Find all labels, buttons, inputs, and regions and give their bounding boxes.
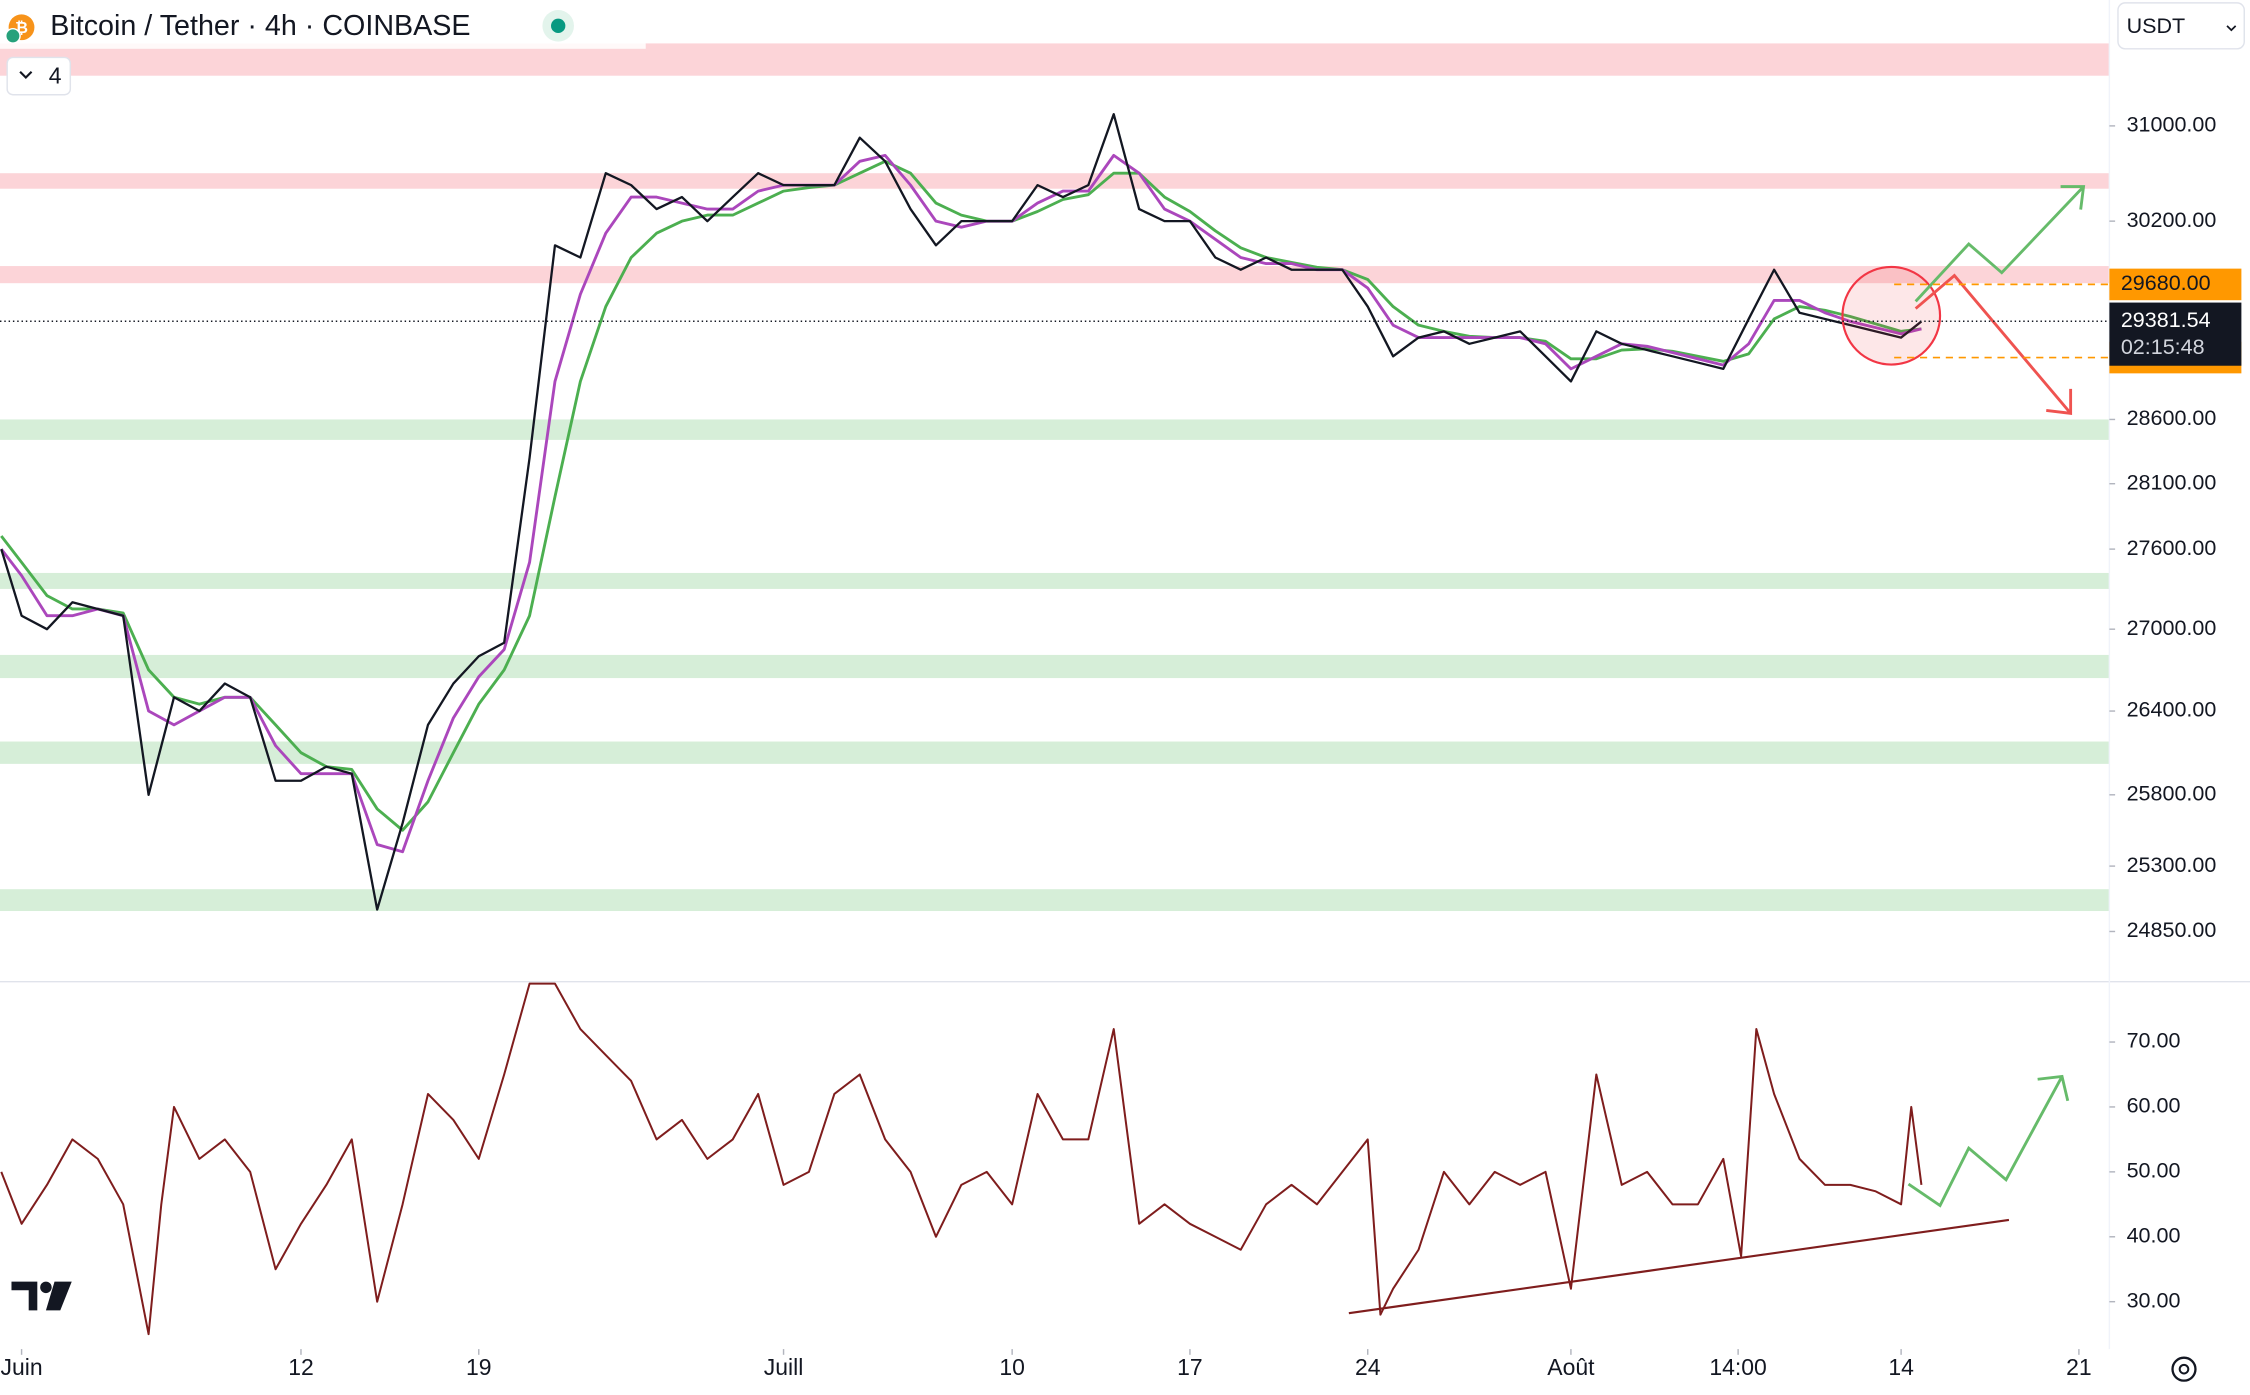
gear-center [2178,1363,2190,1375]
chevron [2226,25,2237,32]
countdown: 02:15:48 [2121,335,2205,359]
zone [0,889,2110,912]
y-tick-label: 30200.00 [2127,208,2217,232]
currency-select[interactable]: USDT [2117,2,2245,50]
plot [0,113,1923,1336]
series-line [0,982,1923,1336]
y-tick-label: 40.00 [2127,1223,2181,1247]
up-arrow [1914,185,2085,303]
down-arrow-head [2046,388,2073,415]
zone [0,266,2110,284]
y-tick-label: 27000.00 [2127,616,2217,640]
x-tick-label: Juin [1,1354,43,1380]
zones [0,43,2110,912]
header-bg [0,0,646,49]
price-label: 29680.00 [2121,271,2211,295]
gear[interactable] [2171,1356,2197,1382]
y-tick-label: 31000.00 [2127,113,2217,137]
highlight-circle [1841,265,1942,366]
settings[interactable] [2171,1356,2197,1382]
x-tick-label: 19 [466,1354,492,1380]
y-tick-label: 28600.00 [2127,406,2217,430]
currency-box[interactable] [2117,2,2245,50]
series-line [0,153,1922,854]
logo-part [40,1281,52,1294]
y-tick-label: 30.00 [2127,1288,2181,1312]
y-tick-label: 50.00 [2127,1159,2181,1183]
last-price-box [2109,302,2242,366]
y-tick-label: 25300.00 [2127,853,2217,877]
tv-logo [11,1281,72,1311]
up-arrow-head [2060,185,2086,210]
x-tick-label: Juill [764,1354,804,1380]
x-tick-label: 14:00 [1709,1354,1766,1380]
y-tick-label: 25800.00 [2127,781,2217,805]
indicator-count: 4 [49,63,62,89]
title: Bitcoin / Tether · 4h · COINBASE [50,10,470,42]
x-tick-label: 24 [1355,1354,1381,1380]
y-tick-label: 60.00 [2127,1094,2181,1118]
rsi-up-arrow [1907,1075,2064,1208]
y-tick-label: 26400.00 [2127,698,2217,722]
currency: USDT [2127,14,2186,38]
zone [0,654,2110,679]
logo-part [45,1281,72,1311]
y-tick-label: 28100.00 [2127,470,2217,494]
indicator-toggle-box[interactable] [6,56,72,96]
zone [0,173,2110,189]
zone [0,741,2110,764]
x-tick-label: 12 [288,1354,314,1380]
logo-part [11,1281,38,1311]
x-tick-label: 17 [1177,1354,1203,1380]
x-tick-label: 14 [1888,1354,1914,1380]
rsi-trendline [1348,1218,2010,1315]
price-label-box [2109,268,2242,301]
y-tick-label: 24850.00 [2127,918,2217,942]
series-line [0,113,1923,911]
zone [0,419,2110,440]
x-tick-label: Août [1547,1354,1595,1380]
series-line [0,159,1922,832]
zone [0,572,2110,589]
x-tick-label: 21 [2066,1354,2092,1380]
chevron [19,70,33,80]
x-tick-label: 10 [999,1354,1025,1380]
down-arrow [1914,273,2072,415]
indicator-toggle[interactable]: 4 [6,56,72,96]
usdt-icon [5,27,21,44]
last-price-label: 29381.54 [2121,308,2211,332]
rsi-up-arrow-head [2037,1074,2070,1102]
y-tick-label: 70.00 [2127,1029,2181,1053]
status-dot [551,18,566,34]
y-tick-label: 27600.00 [2127,536,2217,560]
